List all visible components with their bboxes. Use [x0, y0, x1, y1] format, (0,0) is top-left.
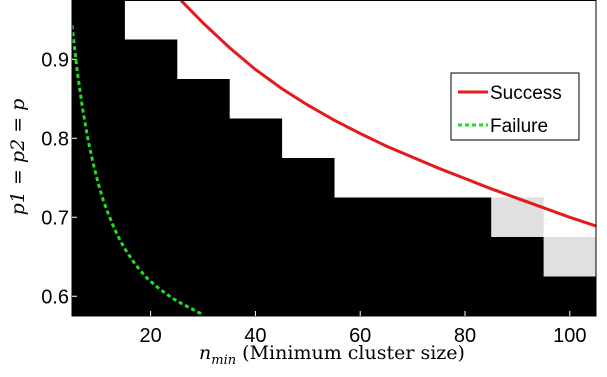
x-tick-label: 40 — [244, 325, 266, 347]
y-tick-label: 0.6 — [41, 286, 69, 308]
y-tick-label: 0.8 — [41, 128, 69, 150]
legend-label-success: Success — [490, 83, 562, 104]
heatmap-cell — [72, 0, 125, 316]
legend: Success Failure — [450, 72, 580, 141]
x-axis-label: nmin (Minimum cluster size) — [199, 342, 465, 368]
legend-box — [450, 72, 580, 141]
plot-area — [72, 0, 597, 316]
heatmap-cell — [281, 158, 335, 316]
heatmap-cell — [491, 237, 545, 316]
plot-frame — [71, 0, 597, 317]
heatmap-cell — [229, 118, 283, 316]
x-tick-label: 60 — [349, 325, 371, 347]
heatmap-cell — [386, 197, 440, 316]
heatmap-cell — [438, 197, 492, 316]
heatmap-cell — [334, 197, 387, 316]
legend-label-failure: Failure — [490, 116, 548, 137]
series-layer — [72, 0, 596, 316]
heatmap-cell-gray — [543, 237, 596, 277]
y-tick-label: 0.9 — [41, 49, 69, 71]
x-tick-label: 100 — [553, 325, 586, 347]
series-line-success — [178, 0, 596, 228]
x-axis-text: (Minimum cluster size) — [236, 342, 465, 364]
x-tick-label: 80 — [454, 325, 476, 347]
x-axis-subscript: min — [211, 353, 236, 368]
y-tick-label: 0.7 — [41, 207, 69, 229]
y-axis-label: p1 = p2 = p — [7, 99, 29, 216]
x-axis-symbol: n — [199, 342, 211, 364]
x-tick-label: 20 — [139, 325, 161, 347]
ticks-layer: 20 40 60 80 100 0.6 0.7 0.8 0.9 — [41, 49, 586, 347]
heatmap-cell — [176, 79, 230, 316]
series-line-failure — [72, 25, 204, 316]
heatmap-cell — [124, 39, 178, 316]
